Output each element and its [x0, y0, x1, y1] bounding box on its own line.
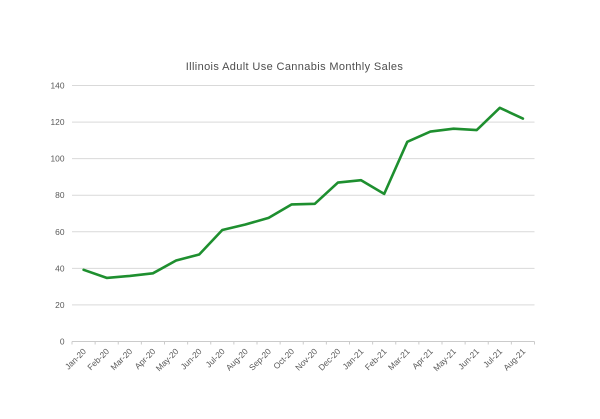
svg-text:80: 80	[55, 190, 65, 200]
svg-text:0: 0	[60, 337, 65, 347]
svg-text:60: 60	[55, 227, 65, 237]
svg-text:100: 100	[51, 154, 65, 164]
svg-text:120: 120	[51, 117, 65, 127]
svg-text:Illinois Adult Use Cannabis Mo: Illinois Adult Use Cannabis Monthly Sale…	[186, 61, 404, 73]
svg-text:20: 20	[55, 300, 65, 310]
svg-text:140: 140	[51, 81, 65, 91]
svg-text:40: 40	[55, 263, 65, 273]
